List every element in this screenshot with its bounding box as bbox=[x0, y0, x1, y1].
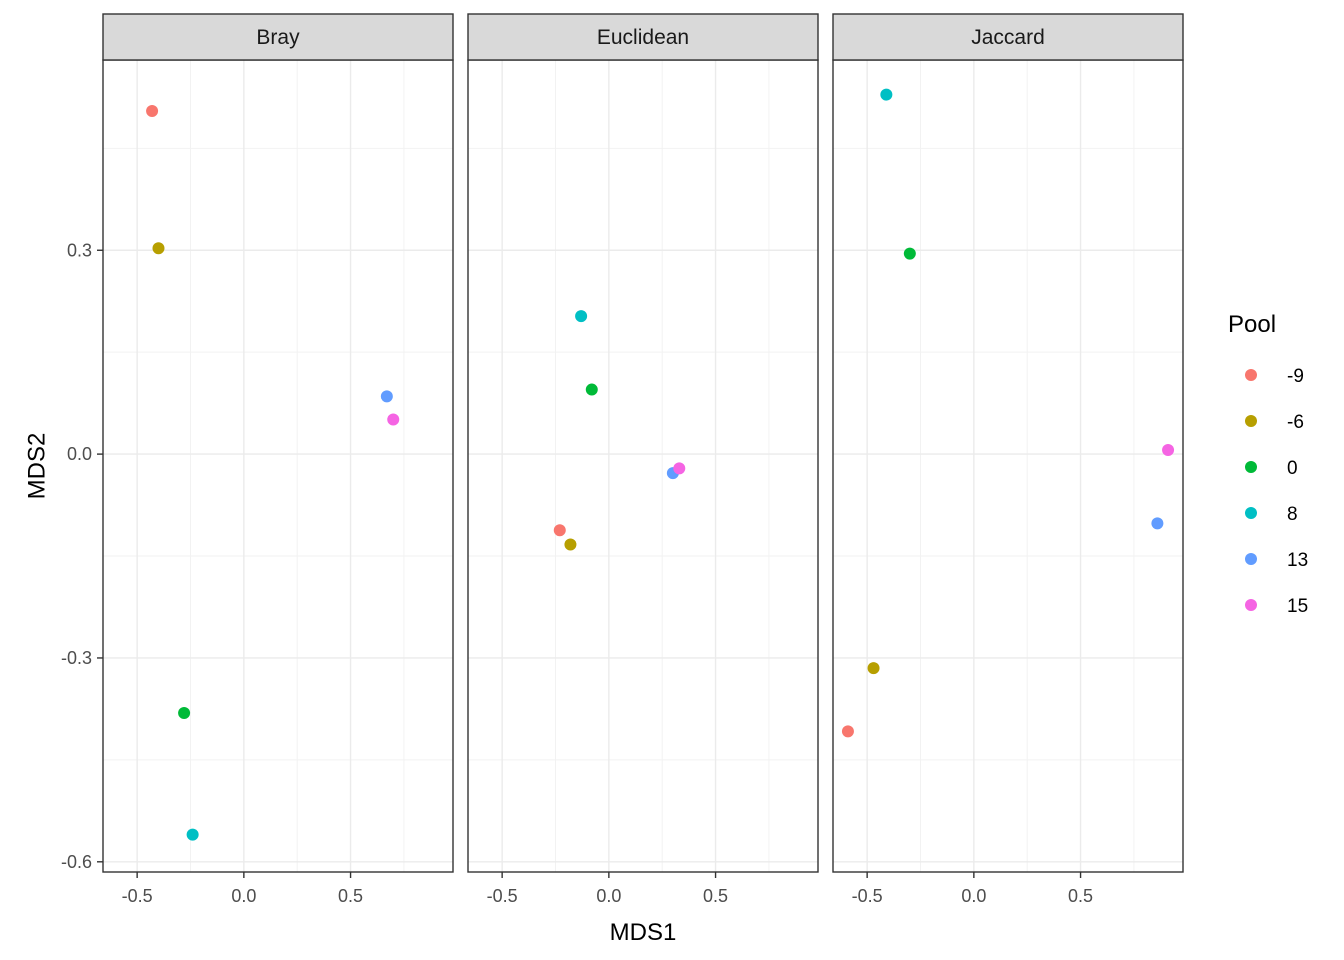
legend-title: Pool bbox=[1228, 311, 1276, 338]
y-tick-label: 0.0 bbox=[67, 444, 92, 464]
point-pool-13 bbox=[380, 390, 393, 403]
facet-strip-label: Jaccard bbox=[971, 26, 1045, 49]
legend-label: 8 bbox=[1287, 504, 1298, 525]
point-pool--6 bbox=[867, 662, 880, 675]
x-axis-title: MDS1 bbox=[610, 919, 677, 946]
y-tick-label: -0.3 bbox=[61, 648, 92, 668]
legend-key bbox=[1245, 461, 1257, 473]
legend-key bbox=[1245, 599, 1257, 611]
point-pool-0 bbox=[585, 383, 598, 396]
panel-euclidean: Euclidean -0.5 0.0 0.5 bbox=[467, 13, 819, 906]
legend: Pool -9 -6 0 8 13 15 bbox=[1228, 311, 1308, 617]
point-pool--9 bbox=[146, 104, 159, 117]
point-pool-15 bbox=[673, 462, 686, 475]
x-tick-label: 0.5 bbox=[338, 886, 363, 906]
point-pool--9 bbox=[841, 725, 854, 738]
point-pool-0 bbox=[178, 706, 191, 719]
facet-strip bbox=[832, 13, 1184, 61]
x-tick-label: -0.5 bbox=[852, 886, 883, 906]
panel-jaccard: Jaccard -0.5 0.0 0.5 bbox=[832, 13, 1184, 906]
x-tick-label: 0.0 bbox=[231, 886, 256, 906]
point-pool--6 bbox=[564, 538, 577, 551]
legend-label: -6 bbox=[1287, 412, 1304, 433]
legend-label: 13 bbox=[1287, 550, 1308, 571]
legend-key bbox=[1245, 369, 1257, 381]
panel-background bbox=[103, 60, 453, 872]
point-pool-0 bbox=[903, 247, 916, 260]
point-pool-15 bbox=[387, 413, 400, 426]
facet-strip bbox=[102, 13, 454, 61]
facet-strip-label: Euclidean bbox=[597, 26, 689, 49]
panel-background bbox=[468, 60, 818, 872]
point-pool-8 bbox=[575, 310, 588, 323]
point-pool-13 bbox=[1151, 517, 1164, 530]
x-tick-label: 0.0 bbox=[596, 886, 621, 906]
x-tick-label: -0.5 bbox=[487, 886, 518, 906]
point-pool--6 bbox=[152, 242, 165, 255]
y-axis-title: MDS2 bbox=[23, 433, 50, 500]
panel-bray: Bray -0.5 0.0 0.5 bbox=[102, 13, 454, 906]
point-pool-15 bbox=[1162, 444, 1175, 457]
facet-strip bbox=[467, 13, 819, 61]
y-tick-label: -0.6 bbox=[61, 852, 92, 872]
x-tick-label: 0.0 bbox=[961, 886, 986, 906]
legend-label: 15 bbox=[1287, 596, 1308, 617]
x-tick-label: -0.5 bbox=[122, 886, 153, 906]
point-pool-8 bbox=[186, 828, 199, 841]
point-pool--9 bbox=[553, 524, 566, 537]
legend-label: 0 bbox=[1287, 458, 1298, 479]
legend-key bbox=[1245, 553, 1257, 565]
facet-strip-label: Bray bbox=[256, 26, 300, 49]
panel-background bbox=[833, 60, 1183, 872]
legend-key bbox=[1245, 507, 1257, 519]
legend-label: -9 bbox=[1287, 366, 1304, 387]
y-axis: -0.6 -0.3 0.0 0.3 bbox=[61, 240, 103, 872]
x-tick-label: 0.5 bbox=[1068, 886, 1093, 906]
point-pool-8 bbox=[880, 88, 893, 101]
x-tick-label: 0.5 bbox=[703, 886, 728, 906]
y-tick-label: 0.3 bbox=[67, 240, 92, 260]
legend-key bbox=[1245, 415, 1257, 427]
